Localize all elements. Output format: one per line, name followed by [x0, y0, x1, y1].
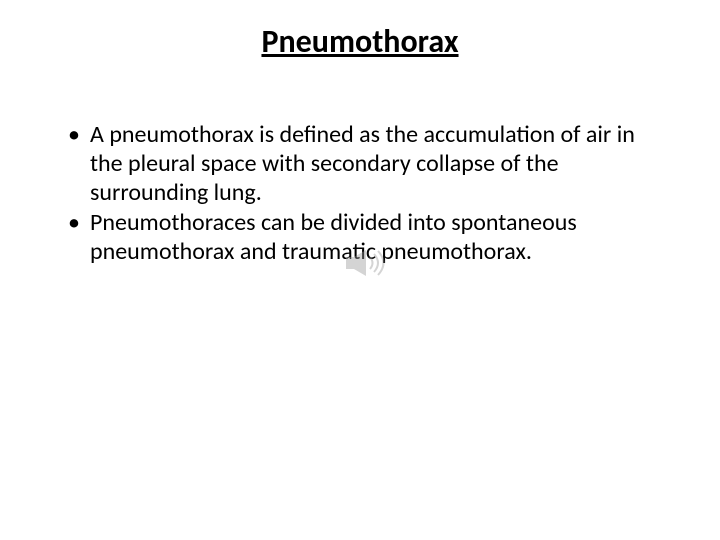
list-item: A pneumothorax is defined as the accumul… [68, 121, 660, 207]
bullet-list: A pneumothorax is defined as the accumul… [68, 121, 660, 267]
slide: Pneumothorax A pneumothorax is defined a… [0, 0, 720, 540]
slide-title: Pneumothorax [60, 22, 660, 61]
slide-body: A pneumothorax is defined as the accumul… [60, 121, 660, 267]
list-item: Pneumothoraces can be divided into spont… [68, 209, 660, 267]
